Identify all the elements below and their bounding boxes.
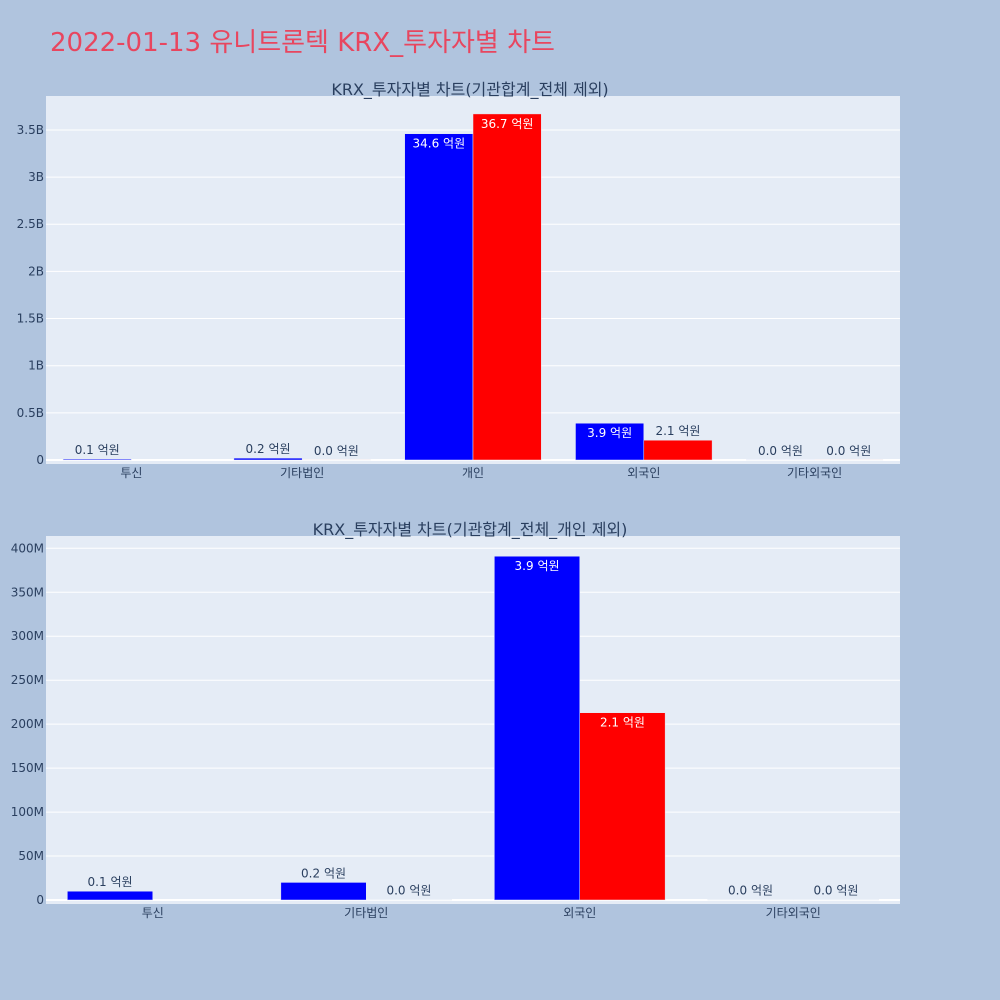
x-tick-label: 외국인: [627, 466, 660, 480]
y-tick-label: 50M: [18, 849, 44, 863]
x-tick-label: 개인: [462, 466, 484, 480]
bar-label: 3.9 억원: [515, 559, 560, 573]
x-tick-label: 기타외국인: [787, 466, 842, 480]
y-tick-label: 3.5B: [17, 123, 44, 137]
chart-investor-all: KRX_투자자별 차트(기관합계_전체 제외) 0 0.5B 1B 1.5B 2B 2.5B…: [17, 80, 900, 480]
y-tick-label: 250M: [11, 673, 44, 687]
bar-label: 3.9 억원: [587, 426, 632, 440]
bar: [575, 422, 645, 461]
bar: [494, 555, 581, 901]
bar-label: 0.0 억원: [758, 444, 803, 458]
bar-label: 0.2 억원: [301, 866, 346, 880]
y-tick-label: 300M: [11, 629, 44, 643]
bar-label: 0.0 억원: [386, 884, 431, 898]
y-tick-label: 0: [36, 893, 44, 907]
x-tick-label: 투신: [142, 906, 164, 920]
bar-label: 2.1 억원: [655, 424, 700, 438]
y-tick-label: 200M: [11, 717, 44, 731]
chart-title: KRX_투자자별 차트(기관합계_전체_개인 제외): [313, 520, 628, 540]
chart-title: KRX_투자자별 차트(기관합계_전체 제외): [331, 80, 608, 100]
y-tick-label: 3B: [28, 170, 44, 184]
bar-label: 0.0 억원: [314, 444, 359, 458]
bar: [472, 113, 542, 461]
y-tick-label: 2.5B: [17, 217, 44, 231]
x-tick-label: 기타외국인: [766, 906, 821, 920]
x-tick-label: 기타법인: [280, 466, 324, 480]
bar-label: 0.2 억원: [246, 442, 291, 456]
y-tick-label: 400M: [11, 541, 44, 555]
y-tick-label: 2B: [28, 264, 44, 278]
y-tick-label: 0.5B: [17, 406, 44, 420]
x-tick-label: 투신: [120, 466, 142, 480]
bar-label: 0.1 억원: [75, 443, 120, 457]
bar: [404, 133, 474, 461]
x-tick-label: 외국인: [563, 906, 596, 920]
bar-label: 0.0 억원: [826, 444, 871, 458]
bar: [67, 890, 153, 901]
bar-label: 34.6 억원: [413, 137, 466, 151]
bar: [280, 882, 367, 901]
bar: [579, 712, 666, 901]
bar-label: 2.1 억원: [600, 716, 645, 730]
x-tick-label: 기타법인: [344, 906, 388, 920]
y-tick-label: 350M: [11, 585, 44, 599]
bar: [62, 458, 132, 461]
y-tick-label: 0: [36, 453, 44, 467]
y-tick-label: 1.5B: [17, 312, 44, 326]
bar: [233, 457, 303, 461]
bar-label: 0.0 억원: [728, 884, 773, 898]
y-tick-label: 1B: [28, 359, 44, 373]
bar: [643, 439, 713, 461]
plot-area: [46, 536, 900, 904]
page-title: 2022-01-13 유니트론텍 KRX_투자자별 차트: [50, 28, 555, 58]
bar-label: 0.0 억원: [813, 884, 858, 898]
bar-label: 36.7 억원: [481, 117, 534, 131]
y-tick-label: 150M: [11, 761, 44, 775]
y-tick-label: 100M: [11, 805, 44, 819]
bar-label: 0.1 억원: [88, 875, 133, 889]
